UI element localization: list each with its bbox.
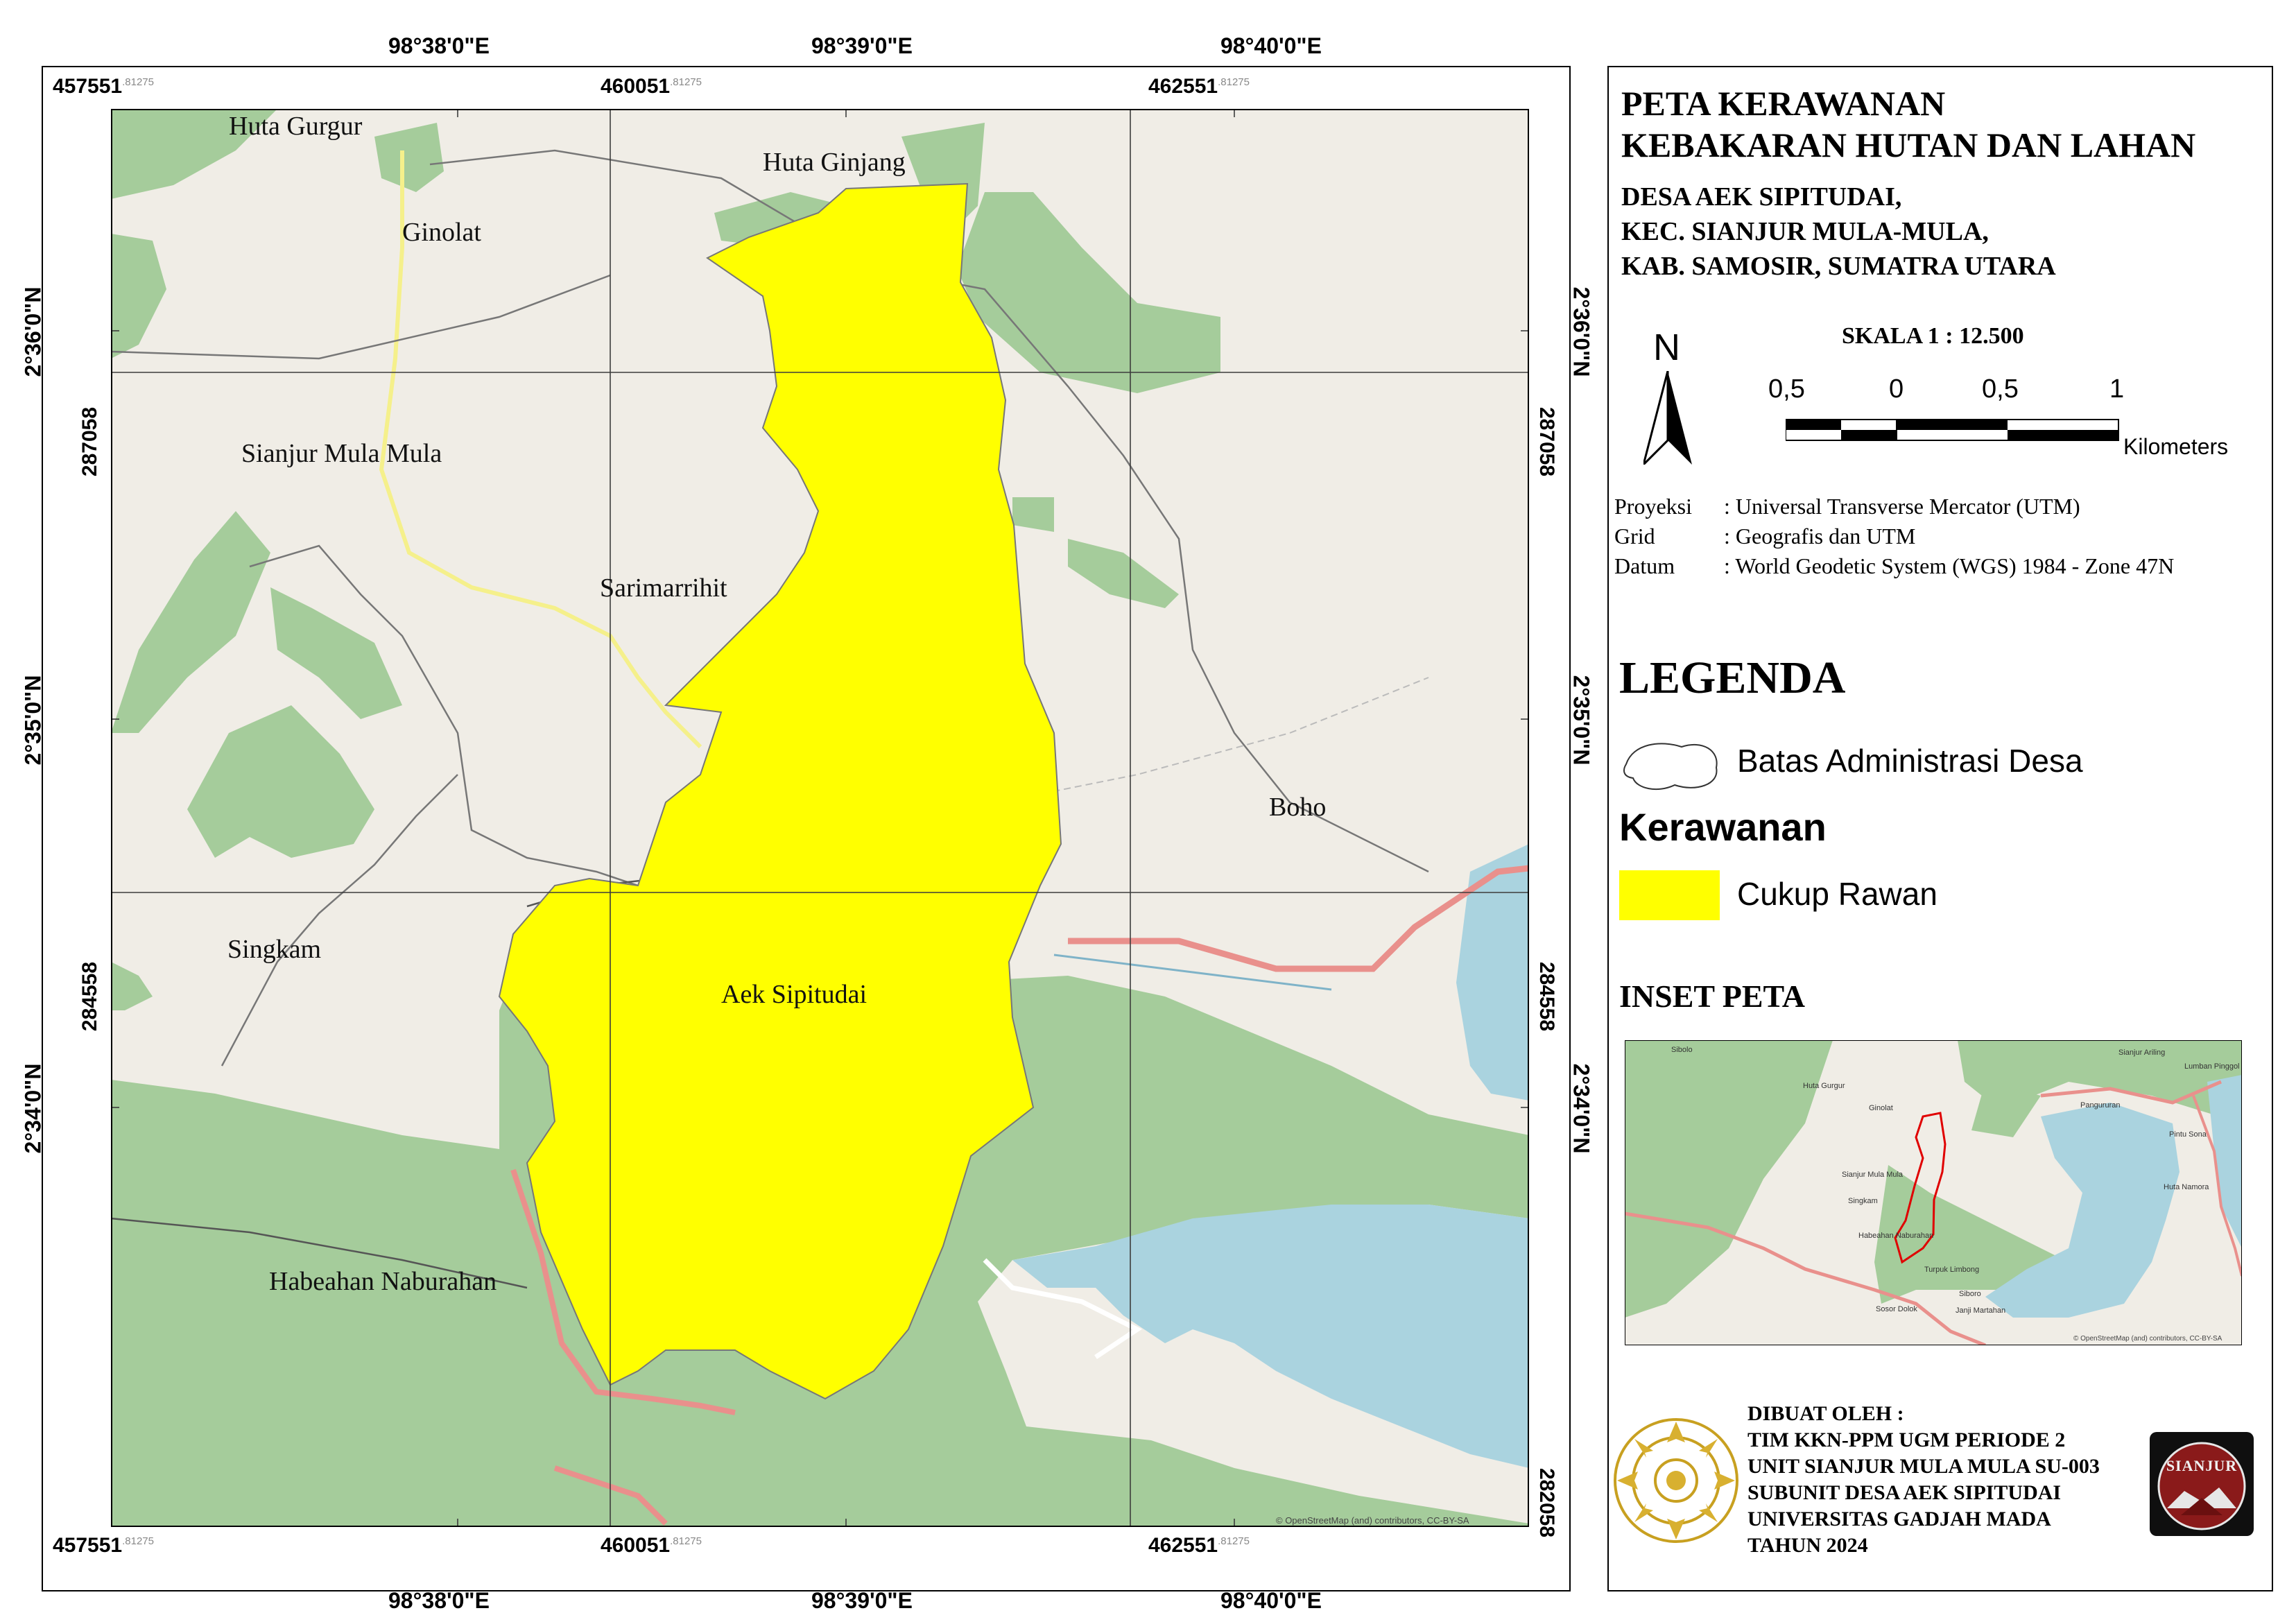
inset-place-siboro: Siboro — [1959, 1290, 1981, 1298]
lon-bottom-1: 98°38'0"E — [388, 1588, 490, 1613]
place-aek-sipitudai: Aek Sipitudai — [721, 980, 868, 1009]
scale-tick-1: 0,5 — [1768, 374, 1805, 404]
utm-easting-bottom-1: 457551.81275 — [53, 1534, 154, 1557]
inset-place-pangururan: Pangururan — [2080, 1101, 2121, 1110]
utm-northing-left-1: 287058 — [78, 406, 101, 477]
inset-title: INSET PETA — [1619, 978, 1806, 1014]
lon-bottom-3: 98°40'0"E — [1220, 1588, 1322, 1613]
map-canvas[interactable] — [111, 109, 1529, 1527]
credits-line-2: UNIT SIANJUR MULA MULA SU-003 — [1747, 1455, 2100, 1478]
utm-easting-bottom-3: 462551.81275 — [1148, 1534, 1250, 1557]
lat-right-3: 2°34'0"N — [1569, 1063, 1594, 1154]
utm-easting-top-1: 457551.81275 — [53, 75, 154, 98]
map-title-line2: KEBAKARAN HUTAN DAN LAHAN — [1621, 126, 2196, 164]
meta-grid-key: Grid — [1614, 524, 1655, 549]
inset-place-huta-namora: Huta Namora — [2164, 1183, 2209, 1191]
meta-grid-value: : Geografis dan UTM — [1724, 524, 1916, 549]
place-sarimarrihit: Sarimarrihit — [600, 573, 727, 603]
scale-tick-2: 0 — [1889, 374, 1904, 404]
inset-place-janji-martahan: Janji Martahan — [1956, 1306, 2006, 1315]
place-habeahan-naburahan: Habeahan Naburahan — [269, 1267, 497, 1296]
inset-place-sianjur-mula: Sianjur Mula Mula — [1842, 1171, 1904, 1179]
inset-place-habeahan: Habeahan Naburahan — [1858, 1232, 1934, 1240]
lat-left-2: 2°35'0"N — [20, 675, 46, 766]
credits-line-3: SUBUNIT DESA AEK SIPITUDAI — [1747, 1481, 2062, 1504]
inset-place-singkam: Singkam — [1848, 1197, 1878, 1205]
lat-left-1: 2°36'0"N — [20, 286, 46, 377]
inset-attribution: © OpenStreetMap (and) contributors, CC-B… — [2073, 1335, 2222, 1343]
map-title-line1: PETA KERAWANAN — [1621, 84, 1946, 123]
north-label: N — [1653, 327, 1680, 368]
utm-northing-left-2: 284558 — [78, 961, 101, 1032]
map-subtitle-line3: KAB. SAMOSIR, SUMATRA UTARA — [1621, 252, 2056, 281]
lat-left-3: 2°34'0"N — [20, 1063, 46, 1154]
meta-proyeksi-value: : Universal Transverse Mercator (UTM) — [1724, 494, 2080, 519]
place-boho: Boho — [1269, 793, 1327, 822]
credits-line-5: TAHUN 2024 — [1747, 1534, 1868, 1557]
place-huta-ginjang: Huta Ginjang — [763, 148, 906, 177]
legend-group-title: Kerawanan — [1619, 805, 1827, 849]
legend-title: LEGENDA — [1619, 653, 1846, 703]
utm-easting-top-2: 460051.81275 — [601, 75, 702, 98]
utm-easting-bottom-2: 460051.81275 — [601, 1534, 702, 1557]
north-arrow-icon — [1643, 371, 1692, 465]
unit-logo-text: SIANJUR — [2166, 1457, 2238, 1474]
lake-toba — [1012, 844, 1529, 1468]
credits-line-4: UNIVERSITAS GADJAH MADA — [1747, 1508, 2051, 1530]
ugm-emblem-icon — [1614, 1418, 1738, 1543]
inset-map[interactable] — [1625, 1040, 2242, 1345]
inset-place-sibolo: Sibolo — [1671, 1046, 1693, 1054]
place-huta-gurgur: Huta Gurgur — [229, 112, 363, 141]
lon-bottom-2: 98°39'0"E — [811, 1588, 913, 1613]
scale-title: SKALA 1 : 12.500 — [1842, 323, 2024, 349]
inset-place-sosor-dolok: Sosor Dolok — [1876, 1305, 1917, 1313]
utm-northing-right-3: 282058 — [1535, 1467, 1558, 1538]
inset-place-huta-gurgur: Huta Gurgur — [1803, 1082, 1845, 1090]
meta-proyeksi-key: Proyeksi — [1614, 494, 1692, 519]
hazard-area-aek-sipitudai[interactable] — [498, 182, 1062, 1400]
meta-datum-value: : World Geodetic System (WGS) 1984 - Zon… — [1724, 553, 2175, 578]
lon-top-2: 98°39'0"E — [811, 33, 913, 58]
inset-place-lumban-pinggol: Lumban Pinggol — [2184, 1062, 2240, 1071]
map-frame — [42, 66, 1571, 1591]
credits-line-1: TIM KKN-PPM UGM PERIODE 2 — [1747, 1429, 2066, 1451]
map-subtitle-line1: DESA AEK SIPITUDAI, — [1621, 182, 1902, 212]
place-ginolat: Ginolat — [402, 218, 481, 247]
utm-northing-right-2: 284558 — [1535, 961, 1558, 1032]
scale-unit: Kilometers — [2123, 434, 2229, 459]
utm-northing-right-1: 287058 — [1535, 406, 1558, 477]
map-info-panel — [1607, 66, 2273, 1591]
scale-tick-4: 1 — [2109, 374, 2125, 404]
utm-easting-top-3: 462551.81275 — [1148, 75, 1250, 98]
inset-place-sianjur-ariling: Sianjur Ariling — [2118, 1049, 2166, 1057]
legend-admin-label: Batas Administrasi Desa — [1737, 743, 2083, 779]
inset-place-ginolat: Ginolat — [1869, 1104, 1893, 1112]
meta-datum-key: Datum — [1614, 553, 1675, 578]
legend-hazard-label: Cukup Rawan — [1737, 876, 1937, 912]
scale-bar — [1786, 419, 2119, 441]
unit-logo-icon — [2157, 1442, 2246, 1530]
lon-top-1: 98°38'0"E — [388, 33, 490, 58]
inset-place-turpuk-limbong: Turpuk Limbong — [1924, 1266, 1980, 1274]
inset-place-pintu-sona: Pintu Sona — [2169, 1130, 2207, 1139]
credits-header: DIBUAT OLEH : — [1747, 1402, 1904, 1425]
grid-lines — [111, 109, 1529, 1527]
legend-admin-boundary-icon — [1623, 743, 1718, 791]
lat-right-2: 2°35'0"N — [1569, 675, 1594, 766]
map-subtitle-line2: KEC. SIANJUR MULA-MULA, — [1621, 217, 1989, 246]
legend-hazard-swatch — [1619, 870, 1720, 920]
lon-top-3: 98°40'0"E — [1220, 33, 1322, 58]
place-singkam: Singkam — [227, 935, 322, 964]
place-sianjur-mula-mula: Sianjur Mula Mula — [241, 439, 442, 468]
map-neatline — [111, 109, 1529, 1527]
lat-right-1: 2°36'0"N — [1569, 286, 1594, 377]
unit-logo: SIANJUR — [2150, 1432, 2254, 1536]
scale-tick-3: 0,5 — [1982, 374, 2019, 404]
map-attribution: © OpenStreetMap (and) contributors, CC-B… — [1276, 1515, 1469, 1526]
